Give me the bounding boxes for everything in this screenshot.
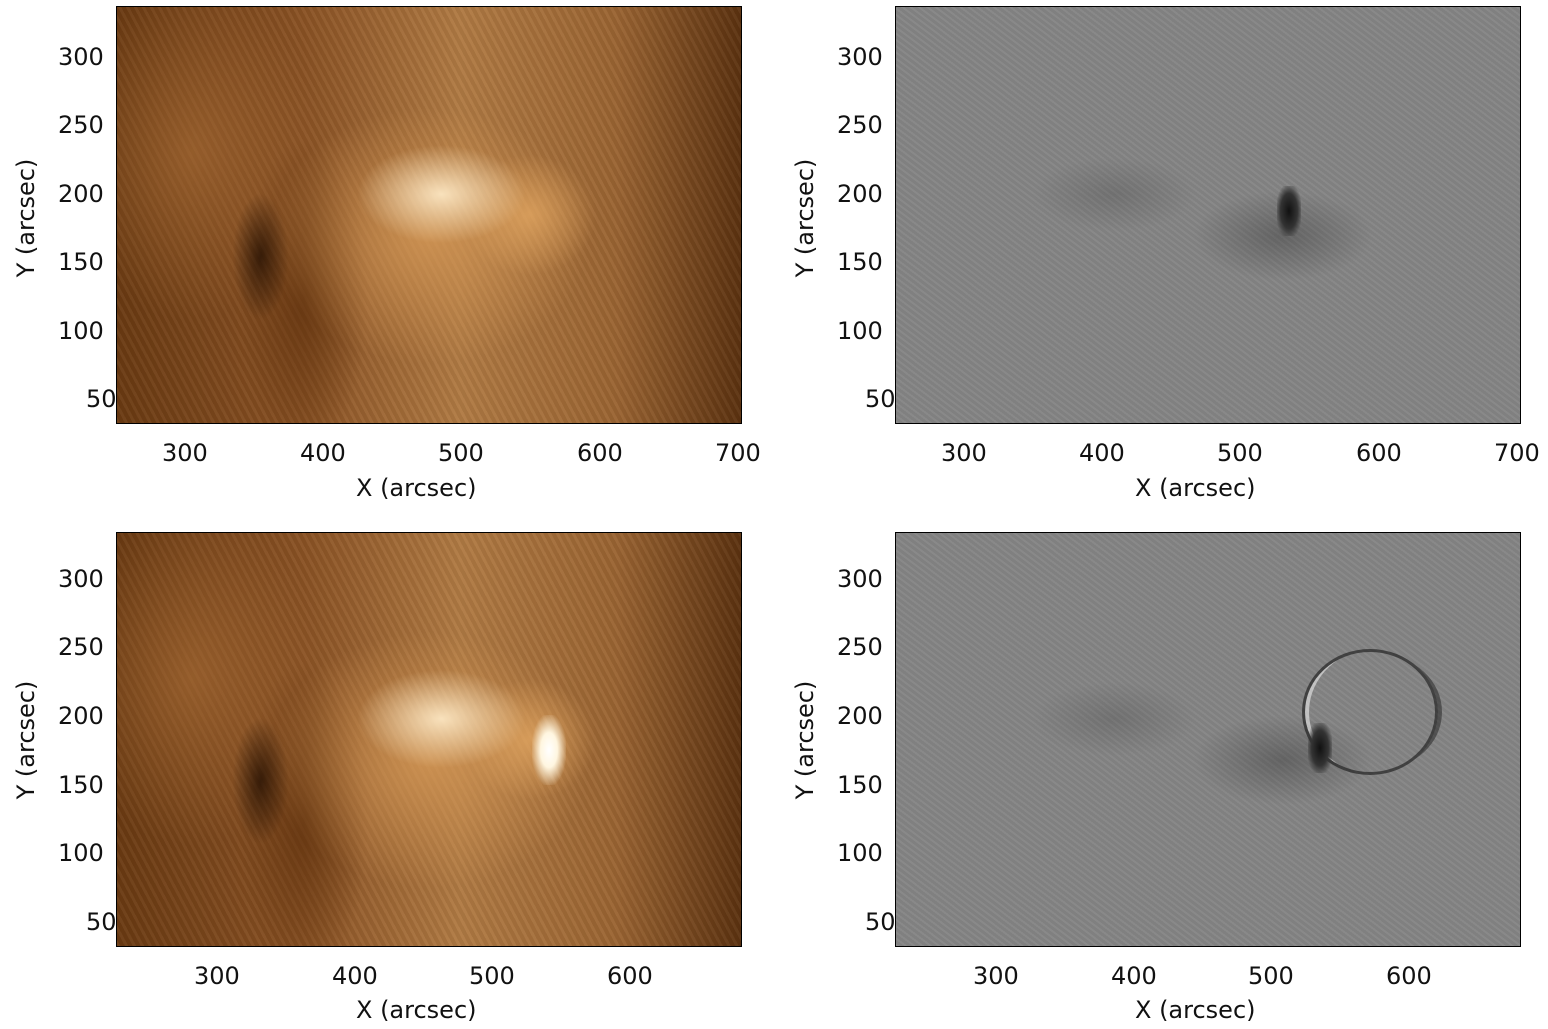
y-axis-label: Y (arcsec): [12, 680, 40, 800]
plot-frame: [895, 6, 1521, 424]
flare-core: [1307, 722, 1332, 773]
x-tick-label: 300: [194, 962, 240, 990]
y-tick-label: 100: [58, 317, 104, 345]
y-tick-label: 50: [865, 908, 896, 936]
y-tick-label: 50: [865, 385, 896, 413]
x-axis-label: X (arcsec): [356, 474, 477, 502]
y-tick-label: 100: [837, 839, 883, 867]
solar-image: [117, 7, 741, 423]
x-tick-label: 300: [973, 962, 1019, 990]
x-tick-label: 400: [300, 439, 346, 467]
x-tick-label: 600: [607, 962, 653, 990]
x-tick-label: 600: [1356, 439, 1402, 467]
x-tick-label: 500: [1248, 962, 1294, 990]
plot-frame: [116, 532, 742, 947]
x-tick-label: 500: [438, 439, 484, 467]
x-axis-label: X (arcsec): [356, 996, 477, 1024]
x-tick-label: 700: [1494, 439, 1540, 467]
x-tick-label: 300: [162, 439, 208, 467]
x-tick-label: 400: [1079, 439, 1125, 467]
x-axis-label: X (arcsec): [1135, 474, 1256, 502]
y-axis-label: Y (arcsec): [791, 680, 819, 800]
y-tick-label: 250: [58, 111, 104, 139]
plot-frame: [895, 532, 1521, 947]
y-tick-label: 300: [58, 43, 104, 71]
x-tick-label: 700: [715, 439, 761, 467]
solar-image: [117, 533, 741, 946]
x-tick-label: 300: [941, 439, 987, 467]
x-tick-label: 400: [332, 962, 378, 990]
y-tick-label: 150: [58, 771, 104, 799]
y-tick-label: 100: [837, 317, 883, 345]
y-axis-label: Y (arcsec): [791, 158, 819, 278]
y-tick-label: 200: [837, 702, 883, 730]
y-tick-label: 250: [837, 111, 883, 139]
y-tick-label: 150: [837, 771, 883, 799]
x-tick-label: 400: [1111, 962, 1157, 990]
y-tick-label: 300: [837, 565, 883, 593]
difference-image: [896, 533, 1520, 946]
plot-frame: [116, 6, 742, 424]
y-tick-label: 150: [58, 248, 104, 276]
y-tick-label: 250: [837, 633, 883, 661]
x-tick-label: 500: [1217, 439, 1263, 467]
y-tick-label: 100: [58, 839, 104, 867]
y-tick-label: 50: [86, 908, 117, 936]
difference-image: [896, 7, 1520, 423]
y-tick-label: 200: [58, 702, 104, 730]
flare-core: [1276, 185, 1301, 236]
x-tick-label: 500: [469, 962, 515, 990]
x-axis-label: X (arcsec): [1135, 996, 1256, 1024]
y-tick-label: 50: [86, 385, 117, 413]
post-flare-loops: [1301, 648, 1438, 775]
y-tick-label: 150: [837, 248, 883, 276]
x-tick-label: 600: [1386, 962, 1432, 990]
y-tick-label: 300: [58, 565, 104, 593]
y-tick-label: 300: [837, 43, 883, 71]
x-tick-label: 600: [577, 439, 623, 467]
y-tick-label: 200: [837, 180, 883, 208]
y-axis-label: Y (arcsec): [12, 158, 40, 278]
flare-brightening: [531, 714, 566, 785]
y-tick-label: 200: [58, 180, 104, 208]
y-tick-label: 250: [58, 633, 104, 661]
